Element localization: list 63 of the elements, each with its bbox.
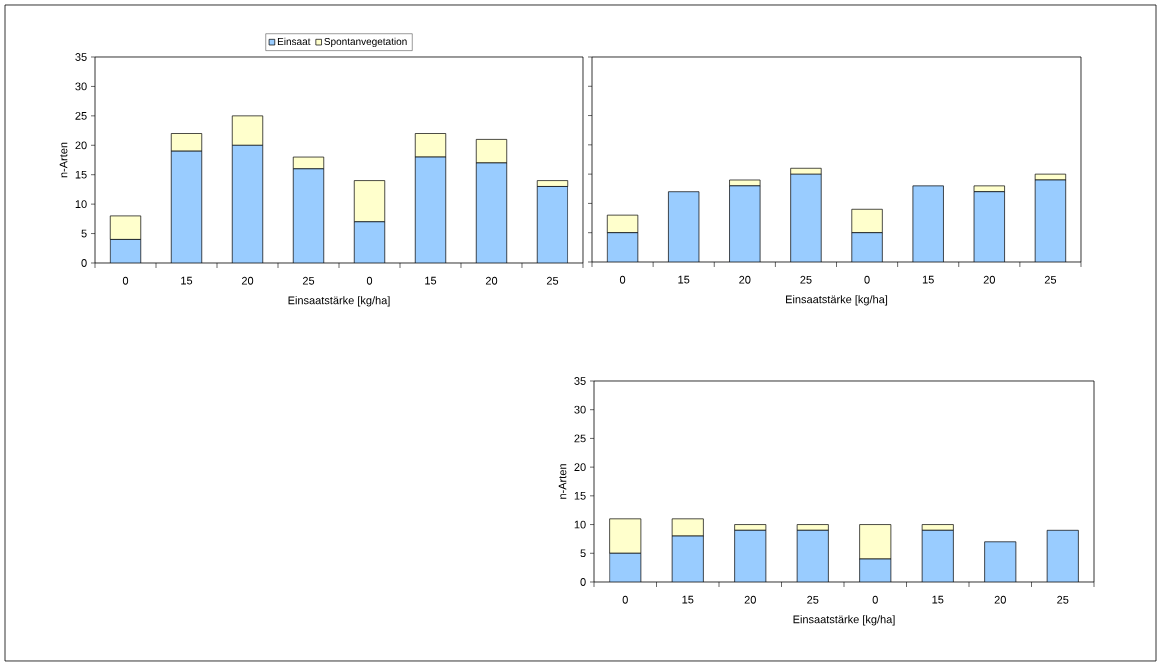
y-tick-label: 20 [75, 141, 87, 150]
y-tick-label: 25 [574, 434, 586, 443]
x-tick-label: 0 [622, 595, 628, 604]
bar [796, 529, 829, 582]
bar [729, 185, 761, 262]
bar [912, 185, 944, 262]
y-tick-label: 0 [580, 578, 586, 586]
bar [790, 173, 822, 262]
y-tick-label: 10 [574, 520, 586, 529]
legend-label: Einsaat [277, 37, 311, 46]
x-tick-label: 0 [864, 275, 870, 284]
y-axis-title: n-Arten [59, 142, 68, 178]
x-tick-label: 0 [619, 275, 626, 284]
x-axis-title: Einsaatstärke [kg/ha] [786, 295, 888, 306]
bar [851, 232, 883, 262]
bar [1034, 179, 1067, 262]
x-tick-label: 15 [922, 275, 934, 284]
y-tick-label: 5 [81, 229, 87, 238]
x-tick-label: 0 [366, 276, 373, 285]
x-tick-label: 15 [181, 276, 193, 285]
y-tick-label: 20 [574, 463, 586, 472]
y-tick-label: 15 [75, 170, 87, 179]
x-tick-label: 25 [807, 595, 819, 604]
x-tick-label: 15 [678, 275, 690, 284]
x-tick-label: 15 [425, 276, 437, 285]
x-tick-label: 15 [682, 595, 694, 604]
bar [668, 191, 700, 262]
x-tick-label: 15 [932, 595, 944, 604]
x-axis-title: Einsaatstärke [kg/ha] [793, 615, 895, 626]
y-tick-label: 25 [75, 111, 87, 120]
bar [606, 232, 639, 262]
y-tick-label: 35 [574, 377, 586, 385]
y-tick-label: 15 [574, 492, 586, 500]
bar [984, 541, 1017, 582]
x-tick-label: 25 [546, 276, 559, 285]
y-tick-label: 35 [75, 53, 87, 61]
y-tick-label: 10 [75, 200, 87, 209]
y-tick-label: 30 [574, 405, 586, 414]
x-tick-label: 20 [994, 595, 1006, 604]
bar [671, 535, 704, 582]
y-axis-title: n-Arten [558, 464, 567, 499]
x-tick-label: 20 [744, 595, 756, 604]
x-tick-label: 25 [1057, 595, 1069, 604]
y-tick-label: 5 [580, 549, 586, 558]
x-tick-label: 25 [800, 275, 812, 284]
bar [609, 552, 642, 582]
bar [921, 529, 954, 582]
legend-label: Spontanvegetation [324, 37, 407, 48]
y-tick-label: 0 [81, 259, 87, 267]
x-axis-title: Einsaatstärke [kg/ha] [288, 296, 390, 307]
bar [851, 208, 883, 234]
x-tick-label: 25 [302, 276, 315, 285]
bar [1046, 529, 1079, 582]
bar [734, 529, 767, 582]
x-tick-label: 0 [872, 595, 878, 604]
x-tick-label: 0 [122, 276, 129, 285]
bar [973, 191, 1005, 262]
x-tick-label: 20 [241, 276, 254, 285]
x-tick-label: 20 [739, 275, 751, 284]
x-tick-label: 20 [983, 275, 995, 284]
y-tick-label: 30 [75, 82, 87, 91]
x-tick-label: 25 [1044, 275, 1057, 284]
x-tick-label: 20 [485, 276, 498, 285]
